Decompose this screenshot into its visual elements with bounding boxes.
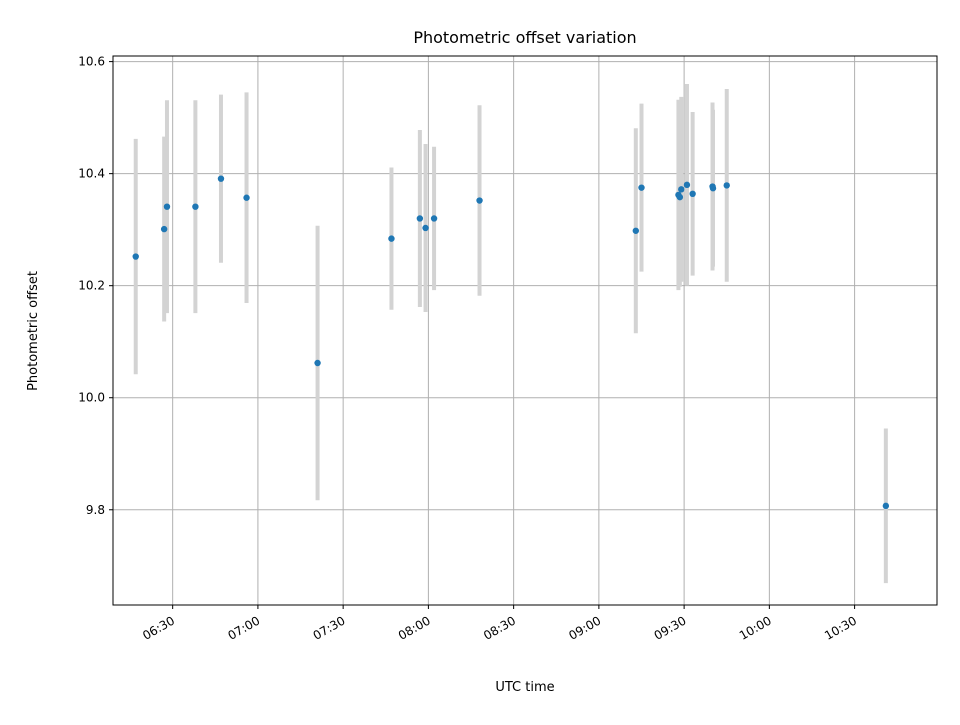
data-point — [476, 197, 483, 204]
y-axis-ticks: 9.8 10.0 10.2 10.4 10.6 — [78, 55, 113, 517]
data-point — [243, 194, 250, 201]
data-point — [638, 184, 645, 191]
plot-frame — [112, 55, 938, 606]
data-point — [430, 215, 438, 222]
data-point — [314, 359, 321, 367]
data-point — [163, 203, 171, 210]
data-point — [416, 215, 424, 222]
y-tick-label: 10.2 — [78, 279, 105, 293]
grid — [113, 56, 937, 605]
data-point — [689, 190, 696, 198]
y-tick-label: 10.4 — [78, 167, 105, 181]
y-tick-label: 10.0 — [78, 391, 105, 405]
data-point — [132, 253, 139, 260]
data-point — [676, 193, 684, 201]
data-point — [723, 182, 730, 189]
x-axis-label: UTC time — [495, 680, 554, 695]
y-axis-label: Photometric offset — [26, 271, 41, 391]
y-tick-label: 9.8 — [86, 503, 105, 517]
data-point — [388, 235, 395, 242]
data-point — [709, 185, 717, 192]
data-points — [132, 175, 890, 510]
data-point — [160, 225, 168, 233]
y-tick-label: 10.6 — [78, 55, 105, 69]
data-point — [422, 224, 429, 232]
data-point — [217, 175, 225, 182]
data-point — [632, 227, 640, 234]
data-point — [882, 502, 890, 510]
data-point — [678, 186, 685, 193]
chart-title: Photometric offset variation — [413, 28, 636, 47]
data-point — [683, 181, 691, 189]
data-point — [192, 203, 199, 210]
